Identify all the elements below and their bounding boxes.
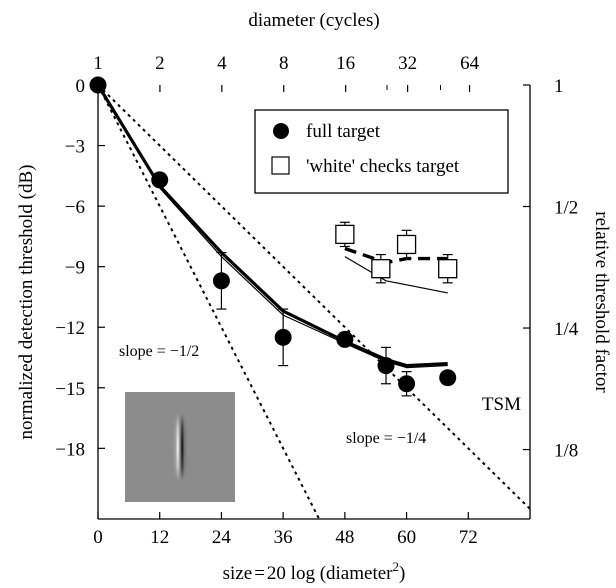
y-tick-label: −9 [65, 258, 85, 279]
legend-label-white-checks: 'white' checks target [306, 156, 460, 177]
legend-box [254, 109, 509, 194]
gabor-patch [125, 392, 235, 502]
top-tick-label: 4 [217, 53, 227, 74]
top-tick-label: 32 [398, 53, 417, 74]
model-line-thick [96, 84, 448, 368]
y-tick-label: −18 [55, 439, 85, 460]
xlabel-equals: = [254, 563, 265, 584]
x-tick-label: 72 [459, 527, 478, 548]
full-target-point [336, 330, 354, 348]
x-tick-label: 24 [212, 527, 232, 548]
right-tick-label: 1/8 [554, 441, 578, 462]
xlabel-size: size [223, 563, 253, 584]
right-tick-label: 1 [554, 76, 564, 97]
model-line-thick-dashed [344, 246, 448, 265]
right-y-axis-label: relative threshold factor [591, 211, 612, 393]
x-tick-label: 60 [397, 527, 416, 548]
reference-lines [97, 84, 531, 520]
right-tick-label: 1/4 [554, 319, 579, 340]
x-tick-label: 36 [274, 527, 293, 548]
full-target-point [377, 357, 395, 375]
right-tick-label: 1/2 [554, 198, 578, 219]
y-axis-label: normalized detection threshold (dB) [16, 165, 37, 440]
full-target-point [398, 375, 416, 393]
top-x-axis-label: diameter (cycles) [248, 10, 379, 31]
y-tick-label: −6 [65, 197, 85, 218]
slope-half-label: slope = −1/2 [119, 343, 199, 360]
full-target-point [439, 369, 457, 387]
x-tick-label: 48 [335, 527, 354, 548]
top-tick-label: 64 [460, 53, 480, 74]
y-tick-label: −12 [55, 318, 85, 339]
bottom-x-axis-label: size = 20 log (diameter2) [223, 559, 406, 584]
white-checks-point [335, 224, 355, 245]
top-tick-label: 2 [155, 53, 165, 74]
white-checks-point [371, 259, 391, 279]
x-tick-label: 12 [150, 527, 169, 548]
tsm-annotation: TSM [482, 394, 521, 415]
model-line-thin [159, 187, 448, 369]
axis-ticks: 0 12 24 36 48 60 720−3−6−9−12−15−181 2 4 8 16 32 641… [55, 53, 578, 548]
top-tick-label: 8 [279, 53, 289, 74]
y-tick-label: 0 [76, 76, 86, 97]
legend: full target 'white' checks target [254, 109, 509, 194]
stimulus-inset [125, 392, 235, 502]
xlabel-superscript: 2 [393, 559, 400, 574]
legend-marker-white-checks [271, 156, 290, 175]
y-tick-label: −15 [55, 379, 85, 400]
slope-quarter-line [97, 84, 531, 510]
top-tick-label: 16 [336, 53, 355, 74]
full-target-point [274, 328, 292, 346]
white-checks-point [396, 234, 417, 255]
legend-label-full-target: full target [306, 121, 381, 142]
model-line-thin [344, 256, 448, 294]
legend-marker-full-target [273, 123, 289, 139]
full-target-point [151, 171, 169, 189]
slope-quarter-label: slope = −1/4 [346, 430, 426, 447]
top-tick-label: 1 [93, 53, 103, 74]
y-tick-label: −3 [65, 137, 85, 158]
full-target-point [212, 272, 230, 290]
x-tick-label: 0 [93, 527, 103, 548]
white-checks-point [438, 259, 458, 279]
xlabel-expression: 20 log (diameter [267, 563, 393, 584]
xlabel-close: ) [399, 563, 405, 584]
